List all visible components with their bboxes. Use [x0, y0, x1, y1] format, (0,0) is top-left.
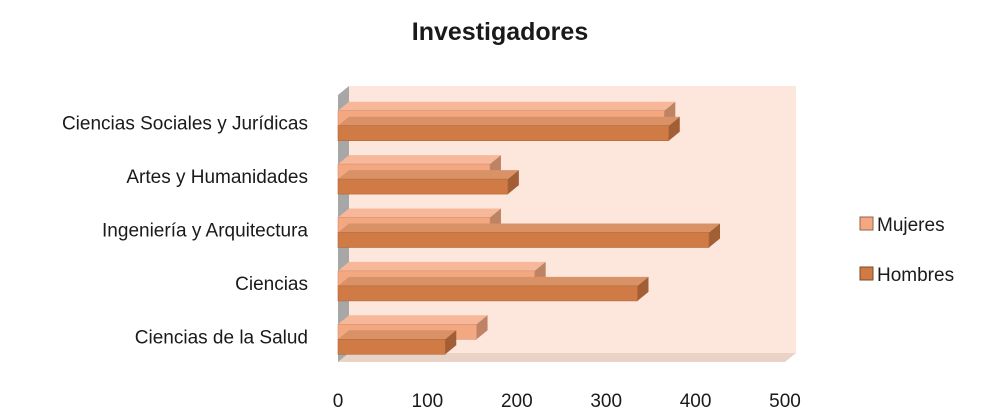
chart-title: Investigadores — [412, 18, 588, 46]
x-tick-label-200: 200 — [501, 391, 533, 412]
bar-ciencias-de-la-salud-hombres — [337, 330, 457, 355]
legend-swatch — [859, 266, 874, 281]
legend-item-mujeres: Mujeres — [859, 215, 945, 236]
category-label-artes-y-humanidades: Artes y Humanidades — [126, 167, 308, 188]
category-label-ingenieria-y-arquitectura: Ingeniería y Arquitectura — [102, 221, 308, 242]
x-tick-label-400: 400 — [680, 391, 712, 412]
legend: Mujeres Hombres — [859, 215, 954, 286]
legend-label: Mujeres — [877, 215, 945, 236]
category-label-ciencias-sociales-y-juridicas: Ciencias Sociales y Jurídicas — [62, 114, 308, 135]
plot-floor — [338, 353, 796, 362]
bar-ciencias-sociales-y-juridicas-hombres — [337, 116, 680, 141]
legend-swatch — [859, 216, 874, 231]
category-label-ciencias-de-la-salud: Ciencias de la Salud — [135, 327, 308, 348]
legend-item-hombres: Hombres — [859, 265, 954, 286]
bar-ciencias-hombres — [337, 276, 649, 302]
x-tick-label-100: 100 — [412, 391, 444, 412]
x-tick-label-0: 0 — [333, 391, 344, 412]
x-tick-label-300: 300 — [590, 391, 622, 412]
category-label-ciencias: Ciencias — [235, 274, 308, 295]
x-tick-label-500: 500 — [769, 391, 801, 412]
x-axis-ticks: 0 100 200 300 400 500 — [333, 391, 801, 412]
bar-artes-y-humanidades-hombres — [337, 170, 519, 195]
legend-label: Hombres — [877, 265, 954, 286]
bar-ingenieria-y-arquitectura-hombres — [337, 223, 721, 248]
category-labels: Ciencias de la Salud Ciencias Ingeniería y… — [62, 114, 308, 349]
plot-area — [337, 86, 796, 362]
